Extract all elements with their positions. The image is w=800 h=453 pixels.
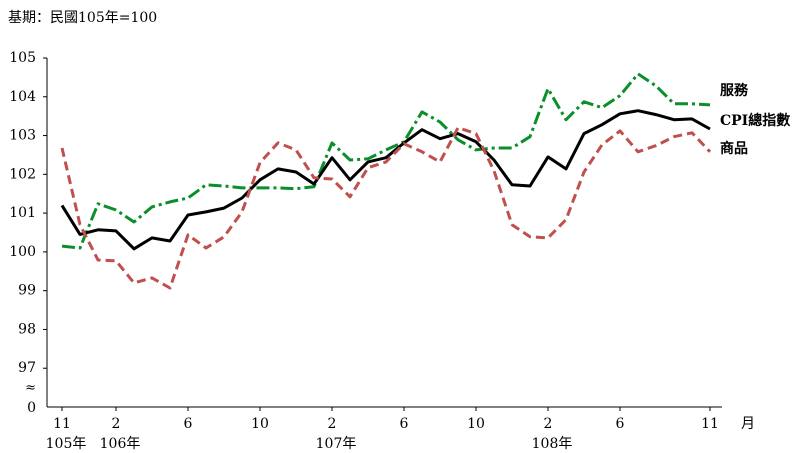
x-tick-label: 6 <box>400 416 409 432</box>
chart-subtitle: 基期：民國105年=100 <box>8 9 157 26</box>
series-label: 服務 <box>720 82 749 99</box>
x-tick-label: 10 <box>467 416 485 432</box>
x-tick-label: 2 <box>328 416 337 432</box>
series-line <box>60 109 711 251</box>
y-tick-label: 103 <box>9 128 36 144</box>
x-unit: 月 <box>741 416 755 432</box>
series-line <box>61 72 711 250</box>
x-year-label: 105年 <box>46 436 87 452</box>
y-tick-label: 97 <box>18 360 36 376</box>
y-tick-label: 100 <box>9 244 36 260</box>
y-tick-label: 101 <box>9 205 36 221</box>
series-label: CPI總指數 <box>720 112 790 129</box>
x-year-label: 107年 <box>316 436 357 452</box>
series-label: 商品 <box>720 140 748 157</box>
x-tick-label: 11 <box>53 416 71 432</box>
axis-break: ≈ <box>25 381 36 396</box>
y-origin-label: 0 <box>27 400 36 416</box>
x-year-label: 106年 <box>100 436 141 452</box>
x-tick-label: 11 <box>701 416 719 432</box>
x-year-label: 108年 <box>532 436 573 452</box>
y-tick-label: 105 <box>9 50 36 66</box>
y-tick-label: 99 <box>18 283 36 299</box>
x-tick-label: 2 <box>544 416 553 432</box>
x-tick-label: 10 <box>251 416 269 432</box>
y-tick-label: 102 <box>9 166 36 182</box>
series-line <box>60 126 712 290</box>
y-tick-label: 104 <box>9 89 36 105</box>
x-tick-label: 6 <box>184 416 193 432</box>
x-tick-label: 2 <box>112 416 121 432</box>
y-tick-label: 98 <box>18 321 36 337</box>
x-tick-label: 6 <box>616 416 625 432</box>
